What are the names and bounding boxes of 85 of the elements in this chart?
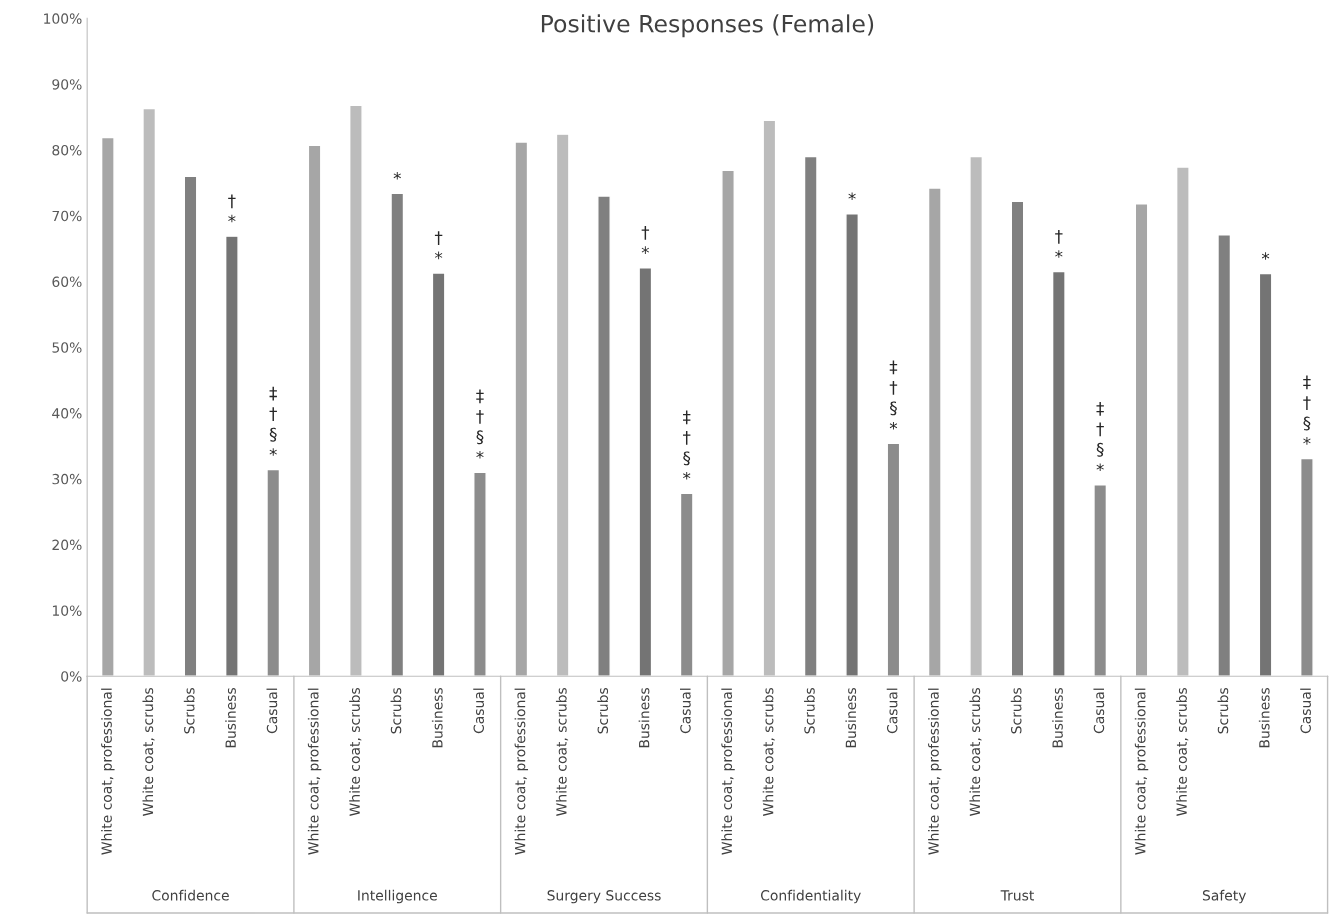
data-label: † * [434, 231, 443, 260]
bar [266, 468, 281, 677]
x-tick-label: Casual [1093, 688, 1105, 734]
x-tick-label: White coat, professional [101, 688, 115, 855]
bar [224, 235, 239, 677]
x-tick-label: Casual [679, 688, 691, 734]
x-tick-label: White coat, professional [1134, 688, 1149, 855]
bar [1300, 457, 1314, 677]
data-label: ‡ † § * [1096, 401, 1104, 471]
bar [1217, 234, 1232, 677]
x-tick-label: White coat, scrubs [555, 687, 569, 816]
y-tick-label: 30% [52, 473, 82, 485]
x-tick-label: Scrubs [597, 687, 609, 734]
bar [183, 175, 198, 677]
data-label: ‡ † § * [889, 360, 898, 430]
data-label: * [1261, 252, 1270, 260]
y-tick-label: 100% [44, 13, 82, 24]
data-label: ‡ † § * [476, 389, 484, 459]
bar [597, 195, 611, 677]
bar [845, 213, 859, 677]
bar [307, 144, 322, 677]
x-tick-label: Scrubs [804, 687, 815, 734]
bar [390, 192, 405, 677]
x-tick-label: White coat, scrubs [349, 687, 362, 816]
bar [473, 471, 487, 677]
data-label: * [848, 192, 856, 200]
y-tick-label: 70% [52, 210, 82, 222]
x-tick-label: Business [431, 687, 443, 748]
x-tick-label: White coat, professional [514, 688, 529, 855]
x-tick-label: Business [225, 687, 236, 748]
bar [100, 136, 115, 677]
data-label: † * [641, 225, 650, 254]
y-tick-label: 10% [52, 605, 82, 616]
bar [927, 187, 942, 677]
bar [1134, 203, 1149, 677]
data-label: ‡ † § * [269, 386, 277, 456]
text: Safety [1202, 889, 1247, 904]
x-tick-label: White coat, scrubs [969, 687, 982, 816]
bar [431, 272, 446, 677]
text: Surgery Success [547, 890, 661, 904]
chart-title: Positive Responses (Female) [541, 14, 874, 38]
y-tick-label: 0% [61, 671, 82, 682]
x-tick-label: White coat, professional [928, 688, 942, 855]
x-tick-label: Casual [266, 688, 278, 734]
y-tick-label: 90% [52, 79, 82, 90]
text: Confidence [152, 889, 229, 901]
x-tick-label: Casual [1300, 688, 1311, 734]
x-tick-label: Casual [886, 688, 898, 734]
text: Confidentiality [760, 889, 861, 904]
y-tick-label: 40% [52, 408, 82, 419]
data-label: † * [228, 194, 236, 223]
x-tick-label: White coat, scrubs [762, 687, 775, 816]
bar [638, 267, 653, 677]
x-tick-label: Business [1052, 687, 1063, 748]
data-label: ‡ † § * [683, 410, 691, 480]
x-tick-label: Scrubs [1010, 687, 1022, 734]
y-tick-label: 20% [52, 539, 82, 551]
bar [1258, 272, 1273, 677]
x-tick-label: Scrubs [1217, 687, 1229, 734]
x-tick-label: Casual [473, 688, 484, 734]
y-tick-label: 80% [52, 144, 82, 156]
x-tick-label: Business [845, 687, 857, 748]
bar [514, 141, 529, 677]
data-label: ‡ † § * [1303, 375, 1311, 445]
x-tick-label: White coat, scrubs [1176, 687, 1189, 816]
x-tick-label: Scrubs [183, 687, 195, 734]
x-tick-label: White coat, professional [721, 688, 735, 855]
y-tick-label: 60% [52, 276, 82, 287]
data-label: † * [1055, 229, 1063, 258]
text: Intelligence [358, 889, 437, 904]
text: Trust [1000, 890, 1034, 901]
bar [1093, 484, 1108, 677]
bar [1010, 200, 1025, 677]
x-tick-label: White coat, scrubs [142, 687, 155, 816]
x-tick-label: Business [1258, 687, 1270, 748]
data-label: * [393, 171, 401, 180]
x-tick-label: Business [638, 687, 650, 748]
bar [803, 155, 818, 677]
x-tick-label: White coat, professional [307, 688, 322, 855]
x-tick-label: Scrubs [390, 687, 402, 734]
bar [1051, 270, 1066, 677]
bar [679, 492, 694, 677]
bar [886, 442, 901, 677]
y-tick-label: 50% [52, 342, 82, 353]
bar [721, 169, 735, 677]
